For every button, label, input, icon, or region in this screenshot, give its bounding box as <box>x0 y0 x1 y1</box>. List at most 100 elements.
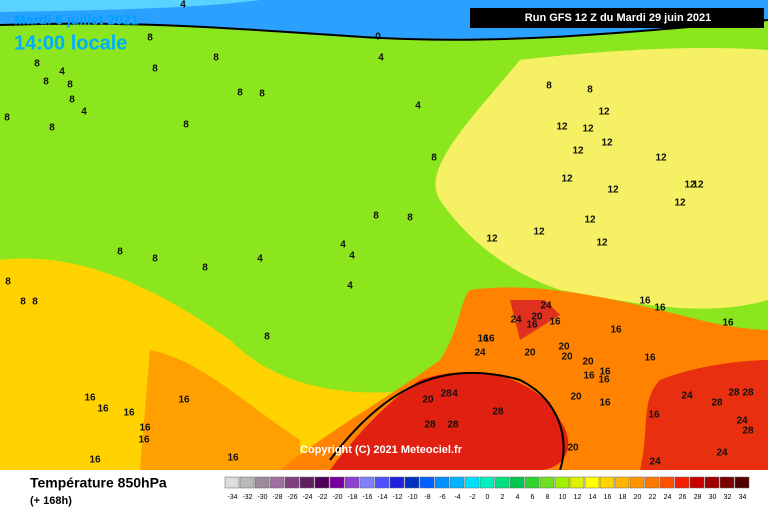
legend-swatch <box>254 476 270 489</box>
legend-swatch <box>509 476 525 489</box>
legend-label: -32 <box>242 494 252 501</box>
legend-label: -12 <box>392 494 402 501</box>
isotherm-label: 12 <box>607 185 619 196</box>
isotherm-label: 16 <box>610 325 622 336</box>
legend-label: 26 <box>679 494 687 501</box>
isotherm-label: 28 <box>424 420 436 431</box>
cold-area <box>0 0 260 12</box>
isotherm-label: 28 <box>440 389 452 400</box>
isotherm-label: 8 <box>117 247 123 258</box>
legend-swatch <box>539 476 555 489</box>
isotherm-label: 16 <box>526 320 538 331</box>
legend-label: -34 <box>227 494 237 501</box>
legend-swatch <box>299 476 315 489</box>
isotherm-label: 8 <box>546 81 552 92</box>
isotherm-label: 12 <box>584 215 596 226</box>
isotherm-label: 4 <box>415 101 421 112</box>
isotherm-label: 20 <box>570 392 582 403</box>
legend-swatch <box>704 476 720 489</box>
legend-label: -26 <box>287 494 297 501</box>
legend-swatch <box>404 476 420 489</box>
isotherm-label: 4 <box>452 389 458 400</box>
footer-title: Température 850hPa <box>30 475 167 491</box>
isotherm-label: 24 <box>649 457 661 468</box>
isotherm-label: 16 <box>123 408 135 419</box>
isotherm-label: 16 <box>89 455 101 466</box>
isotherm-label: 8 <box>152 64 158 75</box>
legend-swatch <box>284 476 300 489</box>
legend-swatch <box>569 476 585 489</box>
run-box <box>470 8 764 28</box>
legend-label: -22 <box>317 494 327 501</box>
legend-swatch <box>659 476 675 489</box>
isotherm-label: 20 <box>558 342 570 353</box>
legend-label: 30 <box>709 494 717 501</box>
legend-label: 8 <box>546 494 550 501</box>
isotherm-label: 16 <box>722 318 734 329</box>
isotherm-label: 8 <box>259 89 265 100</box>
legend-label: -18 <box>347 494 357 501</box>
isotherm-label: 16 <box>227 453 239 464</box>
isotherm-label: 20 <box>422 395 434 406</box>
isotherm-label: 24 <box>681 391 693 402</box>
isotherm-label: 8 <box>213 53 219 64</box>
isotherm-label: 4 <box>349 251 355 262</box>
isotherm-label: 8 <box>67 80 73 91</box>
isotherm-label: 0 <box>375 32 381 43</box>
isotherm-label: 20 <box>524 348 536 359</box>
legend-label: 12 <box>574 494 582 501</box>
isotherm-label: 20 <box>567 443 579 454</box>
legend-swatch <box>344 476 360 489</box>
footer-lead: (+ 168h) <box>30 495 72 507</box>
zero-isotherm <box>0 19 768 41</box>
isotherm-label: 8 <box>183 120 189 131</box>
isotherm-label: 12 <box>601 138 613 149</box>
isotherm-label: 12 <box>596 238 608 249</box>
hot-area <box>510 300 560 340</box>
isotherm-label: 16 <box>583 371 595 382</box>
legend-label: 0 <box>486 494 490 501</box>
isotherm-label: 16 <box>84 393 96 404</box>
legend-swatch <box>719 476 735 489</box>
legend-label: -10 <box>407 494 417 501</box>
isotherm-label: 12 <box>692 180 704 191</box>
isotherm-label: 8 <box>431 153 437 164</box>
legend-label: -14 <box>377 494 387 501</box>
legend-label: -8 <box>424 494 430 501</box>
isotherm-label: 12 <box>561 174 573 185</box>
isotherm-label: 4 <box>59 67 65 78</box>
isotherm-label: 28 <box>728 388 740 399</box>
isotherm-label: 12 <box>684 180 696 191</box>
legend-label: 24 <box>664 494 672 501</box>
isotherm-label: 24 <box>540 301 552 312</box>
isotherm-label: 16 <box>599 367 611 378</box>
warm-area <box>0 258 440 470</box>
time: 14:00 locale <box>14 32 127 54</box>
legend-label: 34 <box>739 494 747 501</box>
isotherm-label: 28 <box>492 407 504 418</box>
isotherm-label: 28 <box>742 426 754 437</box>
legend-swatch <box>629 476 645 489</box>
legend-swatch <box>599 476 615 489</box>
legend-label: -16 <box>362 494 372 501</box>
isotherm-label: 20 <box>561 352 573 363</box>
isotherm-label: 8 <box>5 277 11 288</box>
legend-swatch <box>359 476 375 489</box>
isotherm-label: 12 <box>598 107 610 118</box>
legend-label: 22 <box>649 494 657 501</box>
isotherm-label: 8 <box>4 113 10 124</box>
legend-swatch <box>494 476 510 489</box>
isotherm-label: 16 <box>138 435 150 446</box>
isotherm-label: 16 <box>598 375 610 386</box>
isotherm-label: 12 <box>572 146 584 157</box>
isotherm <box>329 371 565 471</box>
isotherm-label: 4 <box>257 254 263 265</box>
legend-swatch <box>389 476 405 489</box>
legend-swatch <box>224 476 240 489</box>
legend-label: 2 <box>501 494 505 501</box>
isotherm-label: 4 <box>81 107 87 118</box>
isotherm-label: 8 <box>34 59 40 70</box>
isotherm-label: 8 <box>202 263 208 274</box>
